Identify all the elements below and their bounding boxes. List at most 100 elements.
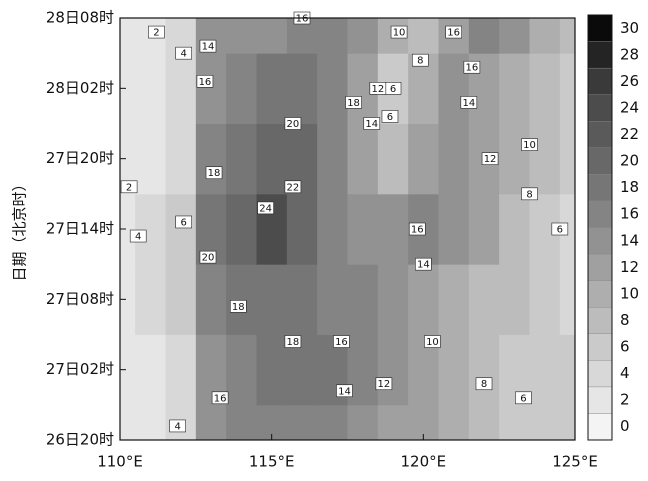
cell (377, 123, 409, 195)
cell (408, 264, 439, 335)
cell (165, 193, 197, 265)
colorbar-band (587, 386, 613, 414)
contour-label: 22 (287, 182, 300, 193)
colorbar-label: 20 (620, 152, 639, 170)
cell (499, 53, 530, 124)
cell (529, 123, 561, 195)
cell (195, 123, 227, 195)
cell (120, 193, 136, 265)
contour-label-box (375, 377, 393, 391)
cell (468, 404, 500, 441)
contour-label-box (481, 152, 499, 165)
cell (438, 123, 470, 195)
cell (499, 264, 530, 335)
contour-label-box (521, 138, 538, 151)
cell (317, 18, 348, 54)
cell (226, 264, 257, 335)
cell (135, 193, 166, 265)
contour-label: 18 (347, 98, 360, 109)
contour-label-box (551, 222, 569, 236)
colorbar-band (587, 200, 613, 228)
cell (408, 18, 439, 54)
cell (256, 264, 288, 335)
contour-label: 6 (181, 217, 187, 228)
cell (256, 18, 288, 54)
contour-label: 10 (426, 337, 439, 348)
colorbar-label: 0 (620, 417, 630, 435)
cell (347, 123, 379, 195)
contour-label-box (199, 39, 217, 53)
cell (468, 18, 500, 54)
cell (135, 264, 166, 335)
cell (317, 123, 348, 195)
cell (377, 334, 409, 406)
cell (559, 264, 576, 335)
x-tick-label: 120°E (401, 453, 447, 471)
colorbar-label: 14 (620, 231, 639, 249)
colorbar-label: 26 (620, 72, 639, 90)
contour-label: 12 (371, 84, 384, 95)
cell (347, 404, 379, 441)
contour-label: 6 (387, 112, 393, 123)
contour-label-box (390, 25, 408, 39)
contour-label: 2 (126, 182, 132, 193)
contour-label: 4 (174, 421, 180, 432)
contour-label-box (363, 117, 381, 130)
contour-label-box (345, 96, 362, 109)
contour-label: 16 (296, 14, 309, 25)
colorbar-label: 12 (620, 258, 639, 276)
contour-label: 12 (378, 379, 391, 390)
cell (120, 18, 136, 54)
cell (256, 123, 288, 195)
cell (317, 193, 348, 265)
cell (286, 404, 318, 441)
y-tick-label: 27日08时 (46, 290, 114, 308)
contour-label: 4 (135, 232, 141, 243)
contour-label-box (463, 60, 481, 74)
contour-label-box (169, 419, 186, 433)
contour-label-box (175, 46, 192, 60)
contour-label: 14 (365, 119, 378, 130)
cell (165, 53, 197, 124)
cell (347, 18, 379, 54)
colorbar-band (587, 413, 613, 441)
x-tick-label: 110°E (97, 453, 143, 471)
cell (529, 404, 561, 441)
contour-label-box (199, 250, 217, 264)
cell (317, 264, 348, 335)
contour-label-box (257, 201, 274, 215)
cell (499, 123, 530, 195)
cell (317, 53, 348, 124)
contour-label: 16 (199, 77, 212, 88)
contour-label: 6 (557, 225, 563, 236)
contour-label-box (424, 335, 441, 348)
colorbar-band (587, 147, 613, 175)
contour-label: 14 (202, 42, 215, 53)
contour-label: 8 (481, 379, 487, 390)
cell (135, 123, 166, 195)
cell (468, 334, 500, 406)
colorbar-band (587, 280, 613, 308)
contour-label-box (336, 384, 353, 398)
colorbar-band (587, 14, 613, 42)
cell (226, 404, 257, 441)
contour-label-box (175, 215, 192, 229)
cell (165, 334, 197, 406)
contour-label-box (333, 335, 350, 348)
cell (120, 404, 136, 441)
contour-label-box (460, 96, 478, 109)
contour-label-box (129, 229, 147, 243)
y-tick-label: 27日20时 (46, 149, 114, 167)
colorbar-band (587, 333, 613, 361)
cell (529, 18, 561, 54)
cell (529, 334, 561, 406)
cell (438, 264, 470, 335)
cell (559, 123, 576, 195)
cell (408, 123, 439, 195)
contour-label-box (369, 82, 387, 95)
contour-label: 2 (153, 28, 159, 39)
contour-label-box (148, 25, 165, 39)
contour-label: 20 (202, 253, 215, 264)
cell (195, 404, 227, 441)
contour-label-box (408, 222, 426, 236)
